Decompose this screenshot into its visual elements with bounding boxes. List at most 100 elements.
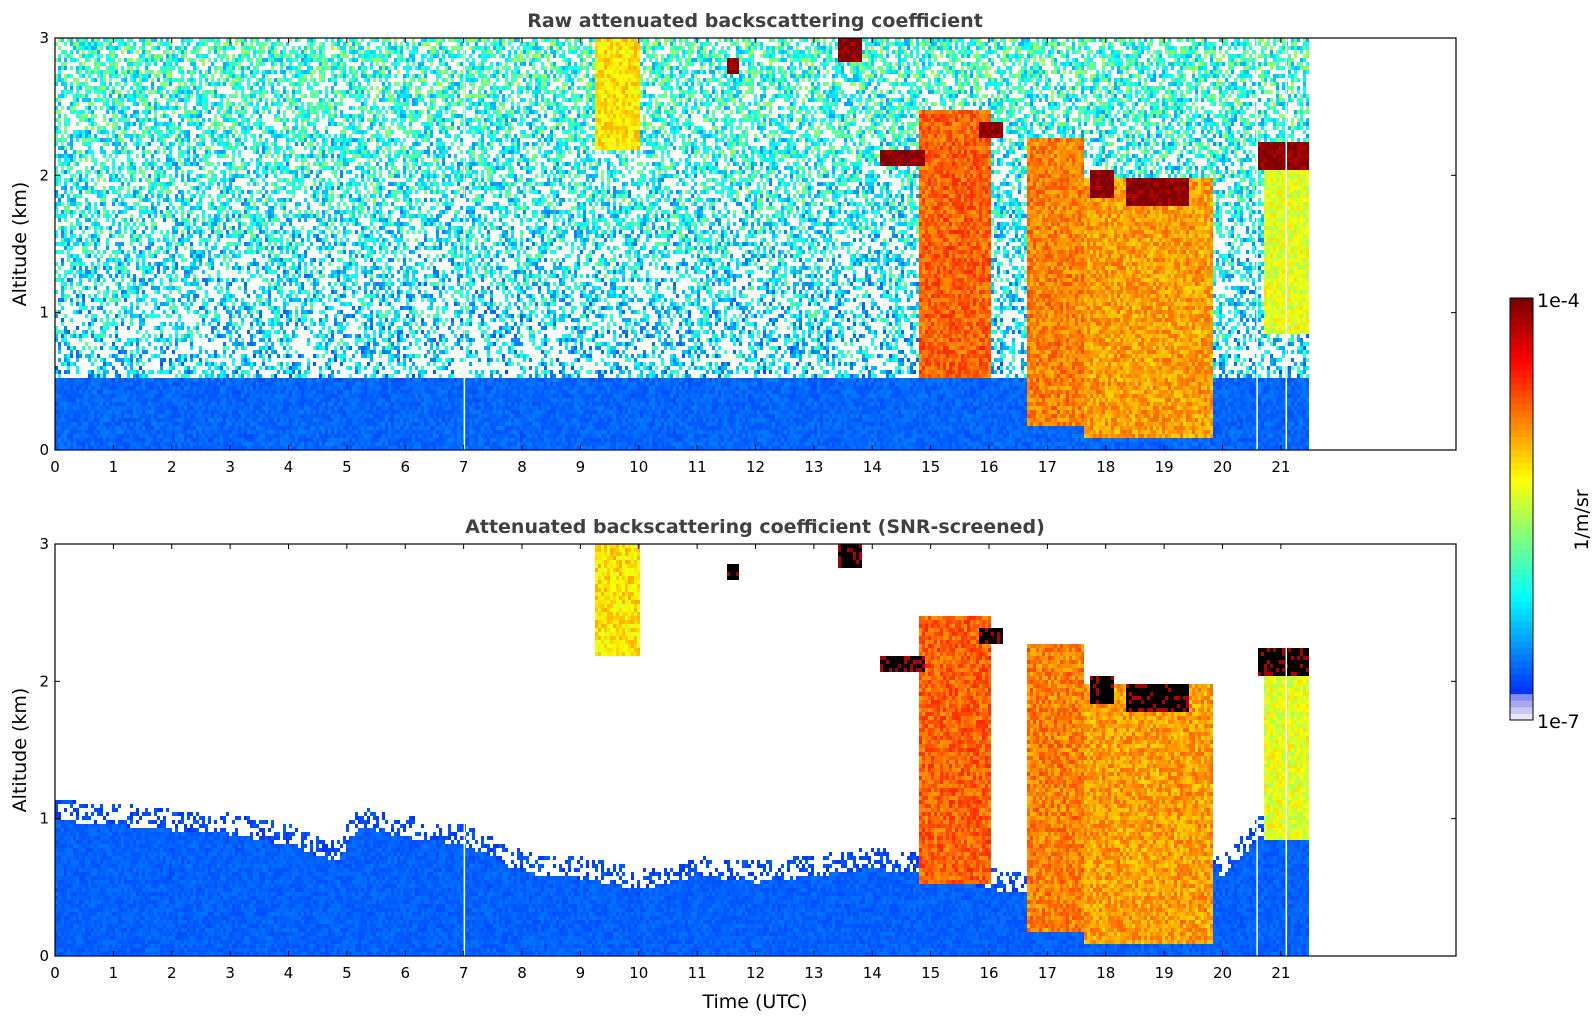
y-tick-label: 2 <box>39 166 49 184</box>
colorbar-segment <box>1510 383 1533 391</box>
colorbar-segment <box>1510 337 1533 345</box>
data-gap <box>1256 38 1258 450</box>
data-gap <box>1256 544 1258 956</box>
colorbar-segment <box>1510 667 1533 675</box>
x-tick-label: 2 <box>167 458 177 476</box>
x-tick-label: 18 <box>1096 964 1115 982</box>
top-heatmap-plot-area <box>55 38 1456 450</box>
x-tick-label: 5 <box>342 458 352 476</box>
colorbar-segment <box>1510 522 1533 530</box>
x-tick-label: 15 <box>921 458 940 476</box>
y-tick-label: 0 <box>39 947 49 965</box>
colorbar-segment <box>1510 390 1533 398</box>
x-tick-label: 15 <box>921 964 940 982</box>
colorbar-segment <box>1510 489 1533 497</box>
x-tick-label: 13 <box>804 458 823 476</box>
colorbar-segment <box>1510 693 1533 701</box>
colorbar-segment <box>1510 640 1533 648</box>
y-tick-label: 0 <box>39 441 49 459</box>
colorbar-segment <box>1510 429 1533 437</box>
colorbar-segment <box>1510 377 1533 385</box>
colorbar-segment <box>1510 654 1533 662</box>
x-tick-label: 3 <box>225 458 235 476</box>
bottom-chart-title: Attenuated backscattering coefficient (S… <box>465 516 1045 538</box>
x-tick-label: 7 <box>459 964 469 982</box>
x-tick-label: 7 <box>459 458 469 476</box>
colorbar-segment <box>1510 443 1533 451</box>
y-tick-label: 3 <box>39 29 49 47</box>
x-tick-label: 12 <box>746 458 765 476</box>
x-axis-label: Time (UTC) <box>701 991 807 1013</box>
colorbar-segment <box>1510 528 1533 536</box>
colorbar-segment <box>1510 541 1533 550</box>
y-tick-label: 2 <box>39 672 49 690</box>
x-tick-label: 20 <box>1213 458 1232 476</box>
colorbar-segment <box>1510 594 1533 602</box>
colorbar-segment <box>1510 561 1533 569</box>
x-tick-label: 19 <box>1155 458 1174 476</box>
x-tick-label: 3 <box>225 964 235 982</box>
colorbar-segment <box>1510 706 1533 714</box>
data-gap <box>1285 544 1288 956</box>
top-chart-title: Raw attenuated backscattering coefficien… <box>527 10 983 32</box>
x-tick-label: 11 <box>688 964 707 982</box>
colorbar-segment <box>1510 509 1533 517</box>
x-tick-label: 18 <box>1096 458 1115 476</box>
data-gap <box>463 544 466 956</box>
y-tick-label: 3 <box>39 535 49 553</box>
colorbar-segment <box>1510 680 1533 688</box>
x-tick-label: 4 <box>284 458 294 476</box>
x-tick-label: 20 <box>1213 964 1232 982</box>
colorbar-segment <box>1510 581 1533 589</box>
x-tick-label: 17 <box>1038 964 1057 982</box>
colorbar-segment <box>1510 614 1533 622</box>
x-tick-label: 8 <box>517 458 527 476</box>
x-tick-label: 4 <box>284 964 294 982</box>
top-y-axis-label: Altitude (km) <box>9 182 31 307</box>
bottom-heatmap-plot-area <box>55 544 1456 956</box>
colorbar-segment <box>1510 700 1533 708</box>
colorbar-segment <box>1510 311 1533 319</box>
x-tick-label: 21 <box>1271 458 1290 476</box>
colorbar-unit-label: 1/m/sr <box>1571 489 1593 550</box>
x-tick-label: 14 <box>863 458 882 476</box>
x-tick-label: 1 <box>109 458 119 476</box>
x-tick-label: 14 <box>863 964 882 982</box>
colorbar-segment <box>1510 601 1533 609</box>
colorbar-segment <box>1510 324 1533 332</box>
colorbar-segment <box>1510 555 1533 563</box>
x-tick-label: 9 <box>576 964 586 982</box>
colorbar-segment <box>1510 660 1533 668</box>
colorbar-segment <box>1510 673 1533 681</box>
x-tick-label: 21 <box>1271 964 1290 982</box>
colorbar-segment <box>1510 535 1533 543</box>
colorbar-max-label: 1e-4 <box>1537 290 1580 312</box>
colorbar-segment <box>1510 476 1533 484</box>
colorbar-segment <box>1510 416 1533 424</box>
colorbar-segment <box>1510 627 1533 635</box>
colorbar-segment <box>1510 462 1533 470</box>
colorbar-frame <box>1509 297 1534 721</box>
x-tick-label: 9 <box>576 458 586 476</box>
colorbar-segment <box>1510 634 1533 642</box>
colorbar-segment <box>1510 588 1533 596</box>
colorbar-segment <box>1510 502 1533 510</box>
colorbar-segment <box>1510 357 1533 365</box>
colorbar-segment <box>1510 436 1533 444</box>
colorbar-segment <box>1510 713 1533 721</box>
x-tick-label: 10 <box>629 458 648 476</box>
colorbar-segment <box>1510 396 1533 404</box>
x-tick-label: 11 <box>688 458 707 476</box>
x-tick-label: 6 <box>400 964 410 982</box>
colorbar-segment <box>1510 574 1533 583</box>
x-tick-label: 13 <box>804 964 823 982</box>
x-tick-label: 16 <box>979 458 998 476</box>
colorbar-segment <box>1510 495 1533 503</box>
x-tick-label: 19 <box>1155 964 1174 982</box>
colorbar-segment <box>1510 317 1533 325</box>
data-gap <box>1285 38 1288 450</box>
colorbar-segment <box>1510 423 1533 431</box>
